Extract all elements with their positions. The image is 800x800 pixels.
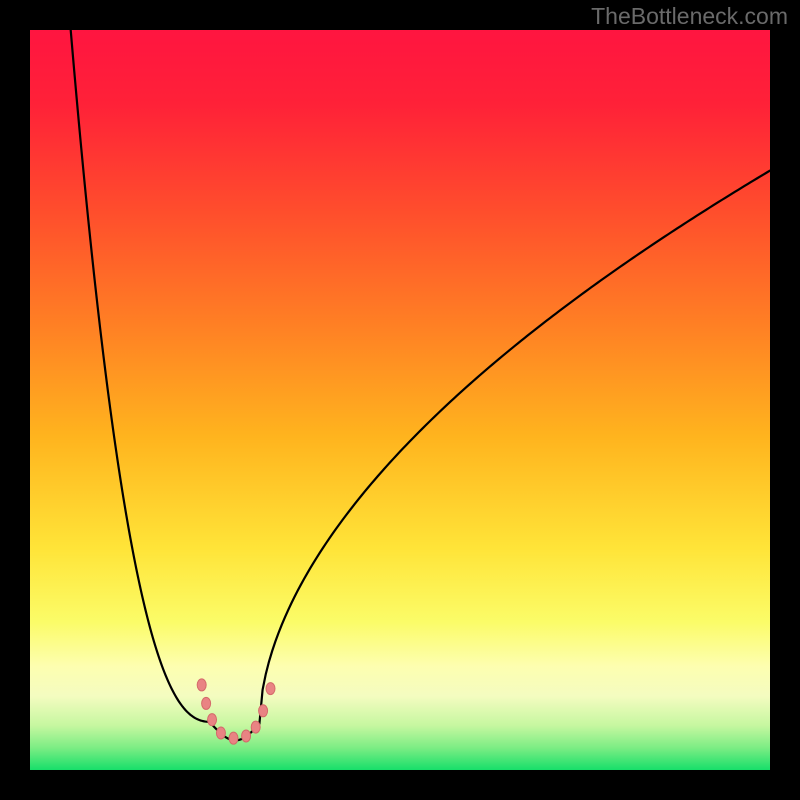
chart-background [30,30,770,770]
notch-marker [197,679,206,691]
notch-marker [216,727,225,739]
notch-marker [242,730,251,742]
notch-marker [208,714,217,726]
watermark-text: TheBottleneck.com [591,3,788,30]
notch-marker [229,732,238,744]
notch-marker [266,683,275,695]
notch-marker [251,721,260,733]
notch-marker [202,697,211,709]
plot-area [30,30,770,770]
notch-marker [259,705,268,717]
chart-svg [30,30,770,770]
